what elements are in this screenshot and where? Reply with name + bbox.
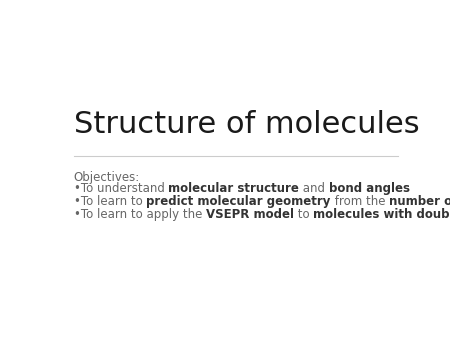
Text: bond angles: bond angles xyxy=(329,183,410,195)
Text: molecular structure: molecular structure xyxy=(168,183,299,195)
Text: Objectives:: Objectives: xyxy=(74,171,140,184)
Text: predict molecular geometry: predict molecular geometry xyxy=(146,195,331,209)
Text: to: to xyxy=(294,209,313,221)
Text: •To learn to apply the: •To learn to apply the xyxy=(74,209,206,221)
Text: number of electron pairs: number of electron pairs xyxy=(389,195,450,209)
Text: VSEPR model: VSEPR model xyxy=(206,209,294,221)
Text: from the: from the xyxy=(331,195,389,209)
Text: and: and xyxy=(299,183,329,195)
Text: Structure of molecules: Structure of molecules xyxy=(74,111,419,140)
Text: •To learn to: •To learn to xyxy=(74,195,146,209)
Text: •To understand: •To understand xyxy=(74,183,168,195)
Text: molecules with double bonds: molecules with double bonds xyxy=(313,209,450,221)
